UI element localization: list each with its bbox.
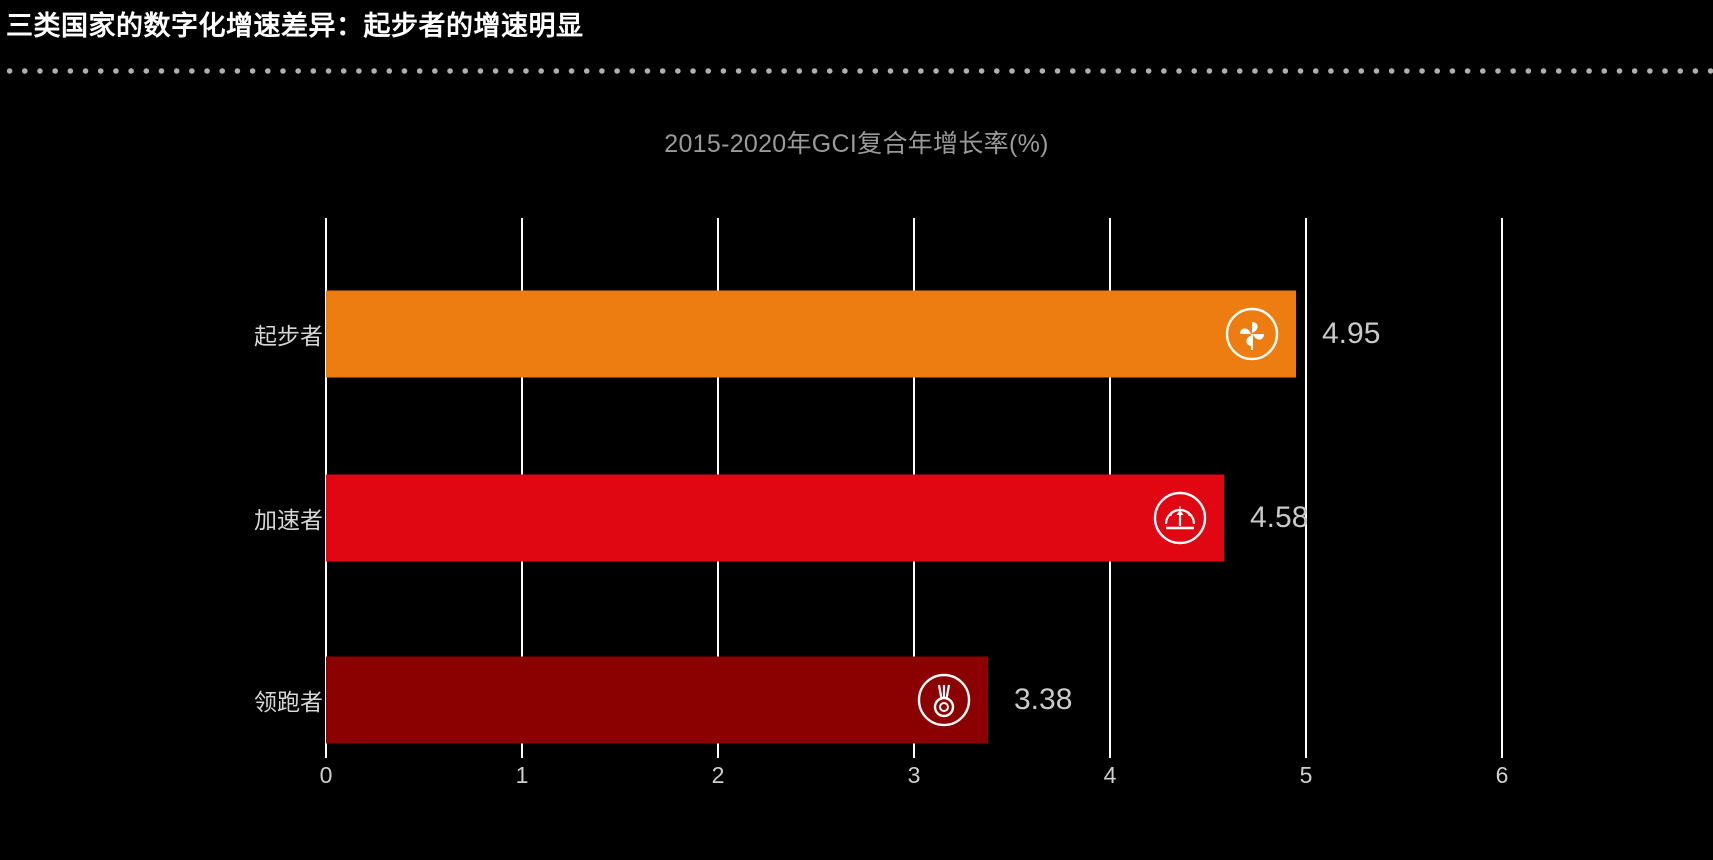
category-label-leader: 领跑者 xyxy=(254,689,323,715)
category-label-accelerator: 加速者 xyxy=(254,507,323,533)
value-label-accelerator: 4.58 xyxy=(1250,501,1309,534)
value-label-leader: 3.38 xyxy=(1014,683,1073,716)
xtick-label-5: 5 xyxy=(1299,762,1313,788)
bar-starter xyxy=(326,290,1296,378)
value-label-starter: 4.95 xyxy=(1322,317,1381,350)
speedometer-icon xyxy=(1152,490,1208,546)
xtick-label-3: 3 xyxy=(907,762,921,788)
bar-leader xyxy=(326,656,988,744)
pinwheel-icon xyxy=(1224,306,1280,362)
chart-subtitle: 2015-2020年GCI复合年增长率(%) xyxy=(664,130,1049,158)
xtick-label-1: 1 xyxy=(515,762,529,788)
page-title: 三类国家的数字化增速差异：起步者的增速明显 xyxy=(6,11,584,41)
medal-icon xyxy=(916,672,972,728)
xtick-label-0: 0 xyxy=(319,762,333,788)
category-label-starter: 起步者 xyxy=(254,323,323,349)
gridline-6 xyxy=(1501,218,1503,758)
gridline-5 xyxy=(1305,218,1307,758)
xtick-label-4: 4 xyxy=(1103,762,1117,788)
dotted-divider xyxy=(0,60,1713,74)
xtick-label-6: 6 xyxy=(1495,762,1509,788)
xtick-label-2: 2 xyxy=(711,762,725,788)
bar-accelerator xyxy=(326,474,1224,562)
